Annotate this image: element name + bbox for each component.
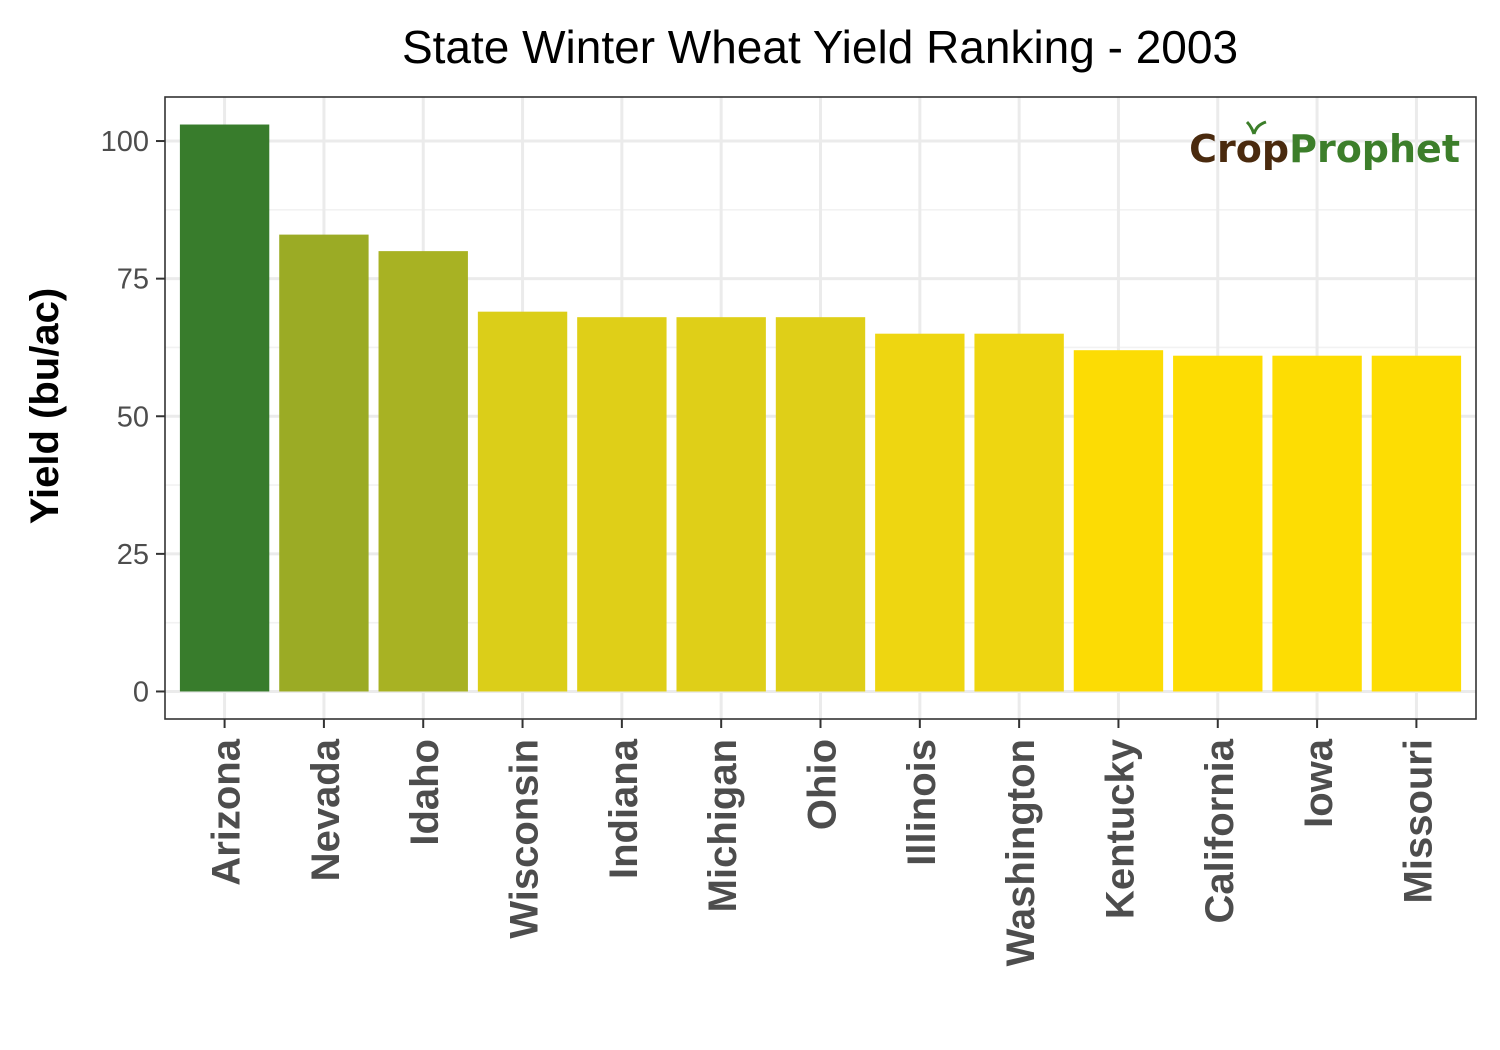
x-tick-label: Indiana: [602, 738, 646, 879]
bar: [775, 317, 866, 692]
bar: [279, 234, 369, 692]
x-axis: Arizona Nevada Idaho Wisconsin Indiana Michig…: [205, 719, 1440, 966]
bar: [1173, 355, 1263, 692]
logo-sprout-icon: [1245, 120, 1267, 135]
cropprophet-logo: CropProphet: [1189, 127, 1460, 171]
logo-crop-text: Crop: [1189, 127, 1289, 171]
y-tick-label: 50: [117, 401, 149, 433]
x-tick-label: Ohio: [801, 739, 845, 830]
bar: [676, 317, 766, 692]
bar: [179, 124, 270, 692]
y-axis: 0 25 50 75 100: [101, 126, 165, 708]
x-tick-label: Washington: [999, 739, 1043, 966]
y-tick-label: 25: [117, 539, 149, 571]
chart-title: State Winter Wheat Yield Ranking - 2003: [402, 21, 1238, 73]
y-tick-label: 75: [117, 264, 149, 296]
bar: [974, 333, 1064, 692]
x-tick-label: Nevada: [304, 738, 348, 881]
bars: [179, 124, 1462, 692]
x-tick-label: Wisconsin: [503, 739, 547, 939]
bar: [875, 333, 965, 692]
x-tick-label: Missouri: [1396, 739, 1440, 903]
x-tick-label: Michigan: [701, 739, 745, 912]
bar: [1073, 350, 1164, 692]
bar: [1272, 355, 1362, 692]
bar: [477, 311, 568, 692]
y-tick-label: 100: [101, 126, 149, 158]
x-tick-label: Iowa: [1297, 738, 1341, 828]
y-axis-label: Yield (bu/ac): [23, 288, 67, 524]
x-tick-label: Idaho: [403, 739, 447, 846]
x-tick-label: Kentucky: [1098, 738, 1142, 919]
bar: [378, 251, 468, 692]
bar: [577, 317, 667, 692]
logo-prophet-text: Prophet: [1289, 127, 1460, 171]
y-tick-label: 0: [133, 676, 149, 708]
x-tick-label: California: [1198, 738, 1242, 923]
x-tick-label: Arizona: [205, 738, 249, 885]
bar: [1371, 355, 1462, 692]
x-tick-label: Illinois: [900, 739, 944, 866]
